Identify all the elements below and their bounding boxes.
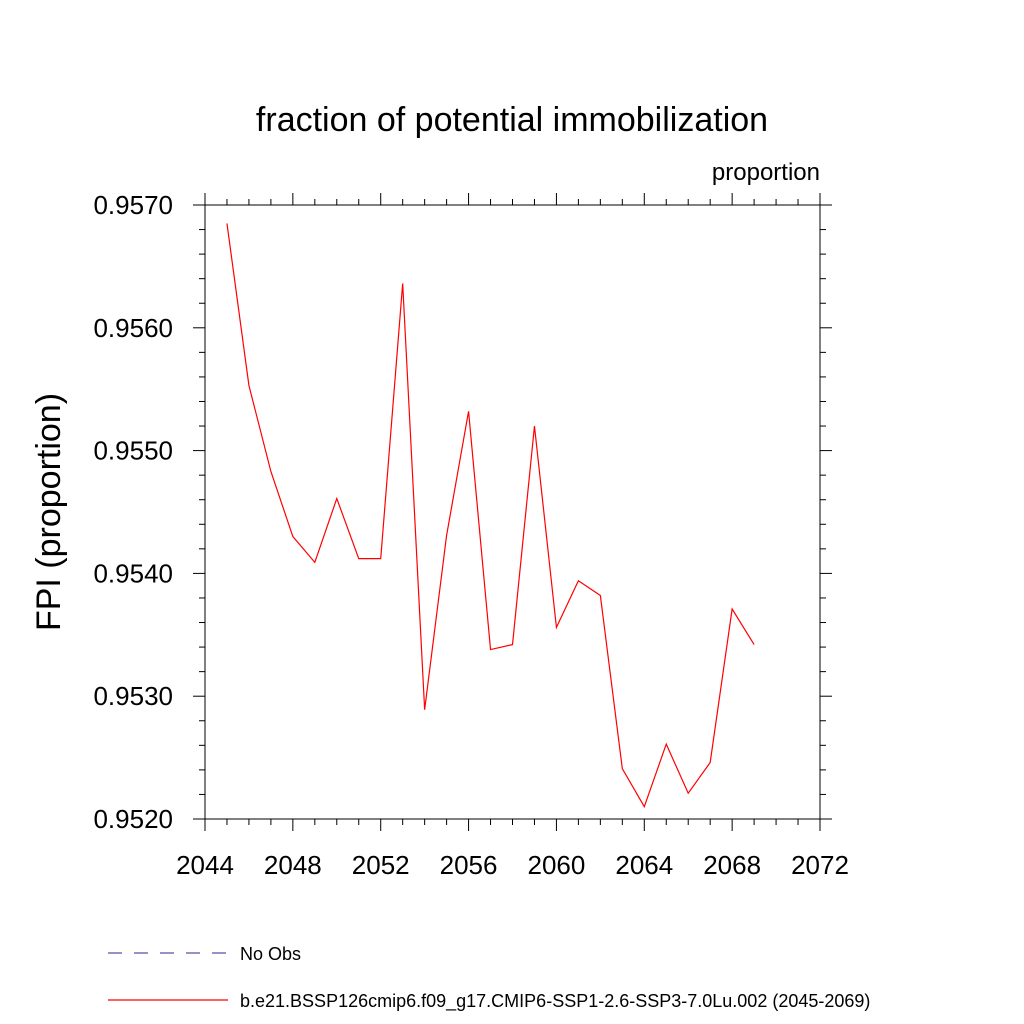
x-tick-label: 2052	[352, 850, 410, 880]
series-lines	[226, 223, 755, 809]
legend: No Obs b.e21.BSSP126cmip6.f09_g17.CMIP6-S…	[108, 944, 870, 1012]
y-tick-label: 0.9560	[93, 313, 173, 343]
plot-frame	[204, 204, 821, 820]
x-tick-label: 2056	[440, 850, 498, 880]
axis-ticks	[193, 193, 832, 831]
y-tick-label: 0.9540	[93, 558, 173, 588]
axis-tick-labels: 2044 2048 2052 2056 2060 2064 2068 2072 0.9520 0.…	[93, 190, 848, 880]
plot-area-border	[204, 204, 821, 820]
chart-title: fraction of potential immobilization	[256, 101, 768, 139]
y-axis-label: FPI (proportion)	[30, 393, 68, 631]
units-label: proportion	[712, 159, 820, 186]
legend-label: No Obs	[240, 944, 301, 964]
x-tick-label: 2068	[703, 850, 761, 880]
y-tick-label: 0.9520	[93, 804, 173, 834]
x-tick-label: 2044	[176, 850, 234, 880]
legend-label: b.e21.BSSP126cmip6.f09_g17.CMIP6-SSP1-2.…	[240, 991, 870, 1012]
series-line-0	[226, 223, 755, 809]
x-tick-label: 2060	[528, 850, 586, 880]
x-tick-label: 2072	[791, 850, 849, 880]
x-tick-label: 2048	[264, 850, 322, 880]
y-tick-label: 0.9550	[93, 436, 173, 466]
y-tick-label: 0.9570	[93, 190, 173, 220]
x-tick-label: 2064	[615, 850, 673, 880]
y-tick-label: 0.9530	[93, 681, 173, 711]
